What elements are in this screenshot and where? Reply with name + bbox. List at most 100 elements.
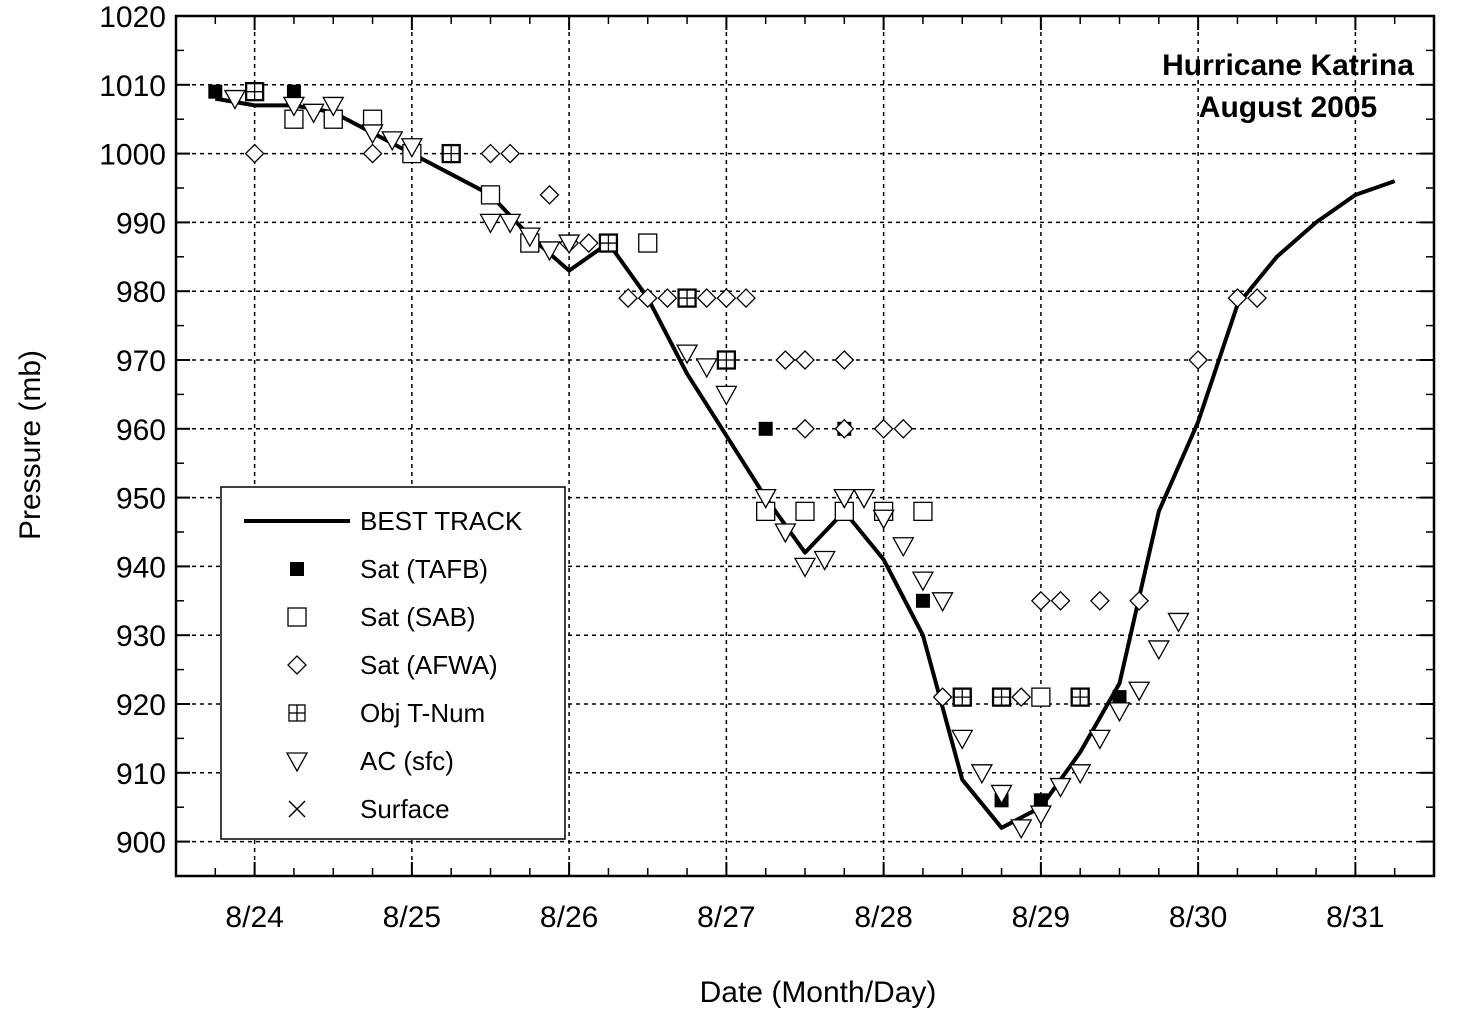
- sat-sab-point: [480, 185, 501, 205]
- ac-sfc-point: [1029, 805, 1052, 826]
- x-axis-tick-labels: 8/24 8/25 8/26 8/27 8/28 8/29 8/30 8/31: [225, 901, 1384, 934]
- ac-sfc-point: [990, 784, 1013, 805]
- series-ac-sfc: [223, 89, 1190, 840]
- y-tick-label: 900: [116, 827, 166, 860]
- ac-sfc-point: [695, 358, 718, 379]
- sat-afwa-point: [893, 418, 914, 439]
- ac-sfc-point: [833, 488, 856, 509]
- sat-afwa-point: [637, 288, 658, 308]
- y-tick-label: 1020: [99, 1, 166, 34]
- x-tick-label: 8/24: [225, 901, 283, 934]
- sat-sab-point: [1031, 687, 1051, 707]
- ac-sfc-point: [813, 550, 836, 571]
- x-axis-title: Date (Month/Day): [700, 976, 937, 1009]
- ac-sfc-point: [518, 227, 541, 248]
- sat-afwa-point: [1011, 687, 1032, 708]
- ac-sfc-point: [892, 537, 915, 558]
- y-tick-label: 930: [116, 620, 166, 653]
- sat-afwa-point: [578, 233, 599, 253]
- x-tick-label: 8/26: [540, 901, 598, 934]
- y-axis-tick-labels: 900 910 920 930 940 950 960 970 980 990 1000 1010 10…: [99, 1, 166, 860]
- sat-tafb-point: [1033, 793, 1048, 808]
- sat-afwa-point: [500, 143, 521, 164]
- obj-t-num-point: [1071, 688, 1089, 706]
- sat-afwa-point: [618, 288, 639, 308]
- ac-sfc-point: [911, 571, 935, 592]
- sat-sab-point: [913, 501, 933, 522]
- legend-label: AC (sfc): [360, 746, 454, 776]
- legend-item: Obj T-Num: [288, 698, 485, 728]
- sat-afwa-point: [736, 288, 756, 308]
- ac-sfc-point: [400, 138, 423, 159]
- y-tick-label: 1010: [99, 70, 166, 103]
- ac-sfc-point: [931, 592, 954, 613]
- sat-afwa-point: [795, 418, 815, 439]
- legend-swatch: [285, 752, 309, 773]
- obj-t-num-point: [717, 351, 736, 369]
- y-axis-title: Pressure (mb): [14, 350, 47, 540]
- legend-box: [220, 486, 566, 840]
- chart-subtitle: August 2005: [1199, 91, 1377, 124]
- obj-t-num-point: [599, 234, 618, 252]
- legend-label: Surface: [360, 794, 450, 824]
- obj-t-num-point: [953, 688, 971, 706]
- legend-swatch: [287, 655, 307, 675]
- ac-sfc-point: [852, 488, 876, 509]
- legend-label: Sat (TAFB): [360, 554, 488, 584]
- ac-sfc-point: [1147, 640, 1170, 661]
- ac-sfc-point: [1088, 729, 1111, 750]
- y-tick-label: 990: [116, 207, 166, 240]
- sat-afwa-point: [480, 143, 501, 164]
- sat-tafb-point: [286, 84, 301, 99]
- ac-sfc-point: [1167, 612, 1190, 633]
- ac-sfc-point: [1108, 702, 1131, 723]
- sat-afwa-point: [362, 143, 383, 164]
- obj-t-num-point: [442, 144, 460, 163]
- legend-swatch: [288, 800, 306, 818]
- x-tick-label: 8/25: [383, 901, 441, 934]
- obj-t-num-point: [992, 688, 1011, 706]
- sat-tafb-point: [1112, 690, 1127, 705]
- legend-item: BEST TRACK: [244, 506, 523, 536]
- obj-t-num-point: [245, 83, 264, 101]
- sat-afwa-point: [1227, 288, 1248, 308]
- sat-afwa-point: [775, 350, 796, 370]
- ac-sfc-point: [1010, 819, 1033, 840]
- sat-afwa-point: [1050, 590, 1071, 611]
- ac-sfc-point: [302, 103, 325, 124]
- ac-sfc-point: [675, 344, 699, 365]
- ac-sfc-point: [499, 213, 522, 234]
- obj-t-num-point: [678, 289, 696, 307]
- axis-ticks: [175, 15, 1435, 877]
- x-tick-label: 8/30: [1169, 901, 1227, 934]
- sat-afwa-point: [873, 418, 894, 439]
- legend-item: AC (sfc): [285, 746, 454, 776]
- legend-label: Sat (AFWA): [360, 650, 498, 680]
- sat-afwa-point: [1247, 288, 1268, 308]
- legend-label: Sat (SAB): [360, 602, 476, 632]
- ac-sfc-point: [361, 124, 384, 145]
- sat-afwa-point: [716, 288, 737, 308]
- y-tick-label: 960: [116, 414, 166, 447]
- sat-afwa-point: [834, 350, 855, 370]
- x-tick-label: 8/27: [697, 901, 755, 934]
- sat-afwa-point: [834, 418, 855, 439]
- ac-sfc-point: [1128, 681, 1151, 702]
- legend-item: Sat (AFWA): [287, 650, 498, 680]
- sat-afwa-point: [795, 350, 815, 370]
- sat-sab-point: [638, 233, 658, 253]
- ac-sfc-point: [1049, 777, 1072, 798]
- data-series: [208, 82, 1396, 840]
- y-tick-label: 970: [116, 345, 166, 378]
- ac-sfc-point: [1069, 764, 1092, 785]
- y-tick-label: 910: [116, 758, 166, 791]
- sat-afwa-point: [539, 184, 560, 205]
- x-tick-label: 8/29: [1012, 901, 1070, 934]
- y-tick-label: 1000: [99, 139, 166, 172]
- y-tick-label: 980: [116, 276, 166, 309]
- chart-title: Hurricane Katrina: [1162, 49, 1414, 82]
- sat-sab-point: [795, 501, 815, 522]
- legend-item: Surface: [288, 794, 450, 824]
- sat-afwa-point: [696, 288, 717, 308]
